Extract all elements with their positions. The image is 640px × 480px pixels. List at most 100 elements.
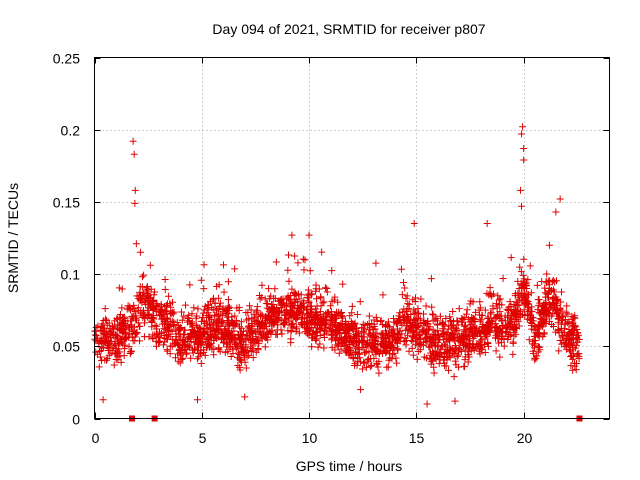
data-point (354, 344, 362, 352)
data-point (202, 344, 210, 352)
data-point (107, 329, 115, 337)
data-point (356, 298, 364, 306)
data-point (349, 354, 357, 362)
data-point (327, 316, 335, 324)
data-point (393, 359, 401, 367)
data-point (264, 311, 272, 319)
data-point (227, 353, 235, 361)
data-point (465, 348, 473, 356)
data-point (218, 319, 226, 327)
data-point (131, 330, 139, 338)
data-point (522, 291, 530, 299)
data-point (400, 279, 408, 287)
data-point (520, 282, 528, 290)
data-point (534, 306, 542, 314)
data-point (212, 306, 220, 314)
data-point (368, 361, 376, 369)
data-point (231, 265, 239, 273)
data-point (228, 327, 236, 335)
data-point (361, 349, 369, 357)
data-point (304, 314, 312, 322)
data-point (320, 333, 328, 341)
data-point (316, 308, 324, 316)
data-point (449, 345, 457, 353)
data-point (118, 329, 126, 337)
data-point (419, 326, 427, 334)
data-point (162, 308, 170, 316)
data-point (459, 318, 467, 326)
data-point (552, 293, 560, 301)
data-point (550, 299, 558, 307)
data-point-peak (520, 144, 528, 152)
data-point (454, 363, 462, 371)
data-point (228, 343, 236, 351)
data-point (506, 298, 514, 306)
data-point (417, 295, 425, 303)
data-point (513, 298, 521, 306)
data-point (388, 326, 396, 334)
data-point (163, 347, 171, 355)
data-point (573, 335, 581, 343)
data-point (393, 318, 401, 326)
data-point (287, 327, 295, 335)
data-point (511, 312, 519, 320)
data-point (117, 358, 125, 366)
data-point (538, 303, 546, 311)
data-point (326, 302, 334, 310)
data-point (308, 317, 316, 325)
data-point (98, 327, 106, 335)
data-point (321, 284, 329, 292)
data-point (178, 355, 186, 363)
data-point (284, 251, 292, 259)
data-point (258, 311, 266, 319)
data-point (526, 307, 534, 315)
data-point (250, 316, 258, 324)
data-point (284, 266, 292, 274)
data-point (147, 294, 155, 302)
data-point (298, 315, 306, 323)
data-point (466, 341, 474, 349)
data-point (269, 319, 277, 327)
data-point (200, 348, 208, 356)
y-axis-label: SRMTID / TECUs (5, 183, 21, 293)
data-point (224, 327, 232, 335)
data-point (204, 309, 212, 317)
data-point (499, 275, 507, 283)
data-point (205, 301, 213, 309)
data-point (443, 346, 451, 354)
data-point (346, 344, 354, 352)
data-point (422, 327, 430, 335)
data-point (484, 314, 492, 322)
data-point (240, 327, 248, 335)
data-point (236, 336, 244, 344)
data-point (313, 295, 321, 303)
data-point (148, 319, 156, 327)
data-point (365, 355, 373, 363)
data-point (428, 354, 436, 362)
data-point (509, 350, 517, 358)
data-point (224, 296, 232, 304)
data-point (303, 320, 311, 328)
data-point (225, 318, 233, 326)
data-point (214, 325, 222, 333)
data-point (186, 320, 194, 328)
data-point (237, 340, 245, 348)
data-point (282, 301, 290, 309)
data-point (294, 305, 302, 313)
data-point (301, 328, 309, 336)
data-point (325, 309, 333, 317)
data-point (383, 363, 391, 371)
data-point (436, 312, 444, 320)
data-point (113, 315, 121, 323)
data-point (402, 319, 410, 327)
data-point (515, 284, 523, 292)
data-point (377, 317, 385, 325)
data-point (97, 347, 105, 355)
data-point (445, 366, 453, 374)
data-point (543, 290, 551, 298)
data-point (112, 350, 120, 358)
data-point (468, 328, 476, 336)
data-point (362, 363, 370, 371)
data-point (461, 322, 469, 330)
data-point (180, 331, 188, 339)
